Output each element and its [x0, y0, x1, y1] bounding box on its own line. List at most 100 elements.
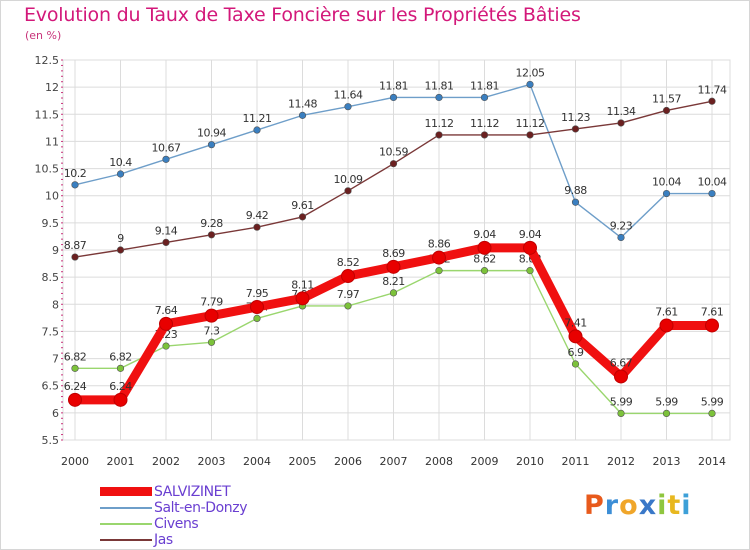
legend-swatch-civens — [100, 523, 152, 525]
data-point — [344, 103, 352, 111]
logo-letter: x — [638, 490, 658, 521]
data-label: 7.41 — [564, 316, 587, 329]
data-label: 7.95 — [246, 287, 269, 300]
data-point — [253, 126, 261, 134]
data-label: 11.74 — [698, 83, 727, 96]
y-tick-label: 5.5 — [42, 434, 60, 447]
data-label: 5.99 — [655, 395, 678, 408]
data-point — [568, 329, 583, 344]
data-point — [207, 141, 216, 149]
x-tick-label: 2013 — [653, 455, 681, 468]
data-label: 11.81 — [379, 79, 408, 92]
y-tick-label: 6.5 — [42, 380, 60, 393]
data-point — [705, 318, 719, 333]
logo-letter: t — [667, 490, 682, 521]
y-tick-label: 7.5 — [42, 325, 60, 338]
data-label: 11.48 — [288, 97, 317, 110]
legend-item-civens: Civens — [100, 516, 400, 532]
data-point — [662, 409, 671, 418]
y-tick-label: 7 — [52, 353, 59, 366]
data-label: 8.21 — [382, 275, 405, 288]
y-tick-label: 6 — [52, 407, 59, 420]
data-label: 10.09 — [334, 173, 363, 186]
data-point — [71, 364, 79, 372]
data-point — [571, 198, 580, 206]
legend-swatch-jas — [100, 539, 152, 541]
y-tick-label: 8.5 — [42, 271, 60, 284]
data-point — [480, 93, 489, 102]
legend-label-civens: Civens — [154, 516, 199, 532]
data-label: 8.52 — [337, 256, 360, 269]
y-tick-label: 11.5 — [35, 108, 60, 121]
data-point — [344, 302, 352, 310]
data-point — [250, 300, 264, 314]
data-point — [477, 240, 492, 255]
data-point — [662, 189, 671, 198]
data-label: 5.99 — [610, 395, 633, 408]
data-label: 7.61 — [655, 305, 678, 318]
data-point — [480, 131, 489, 139]
legend-item-jas: Jas — [100, 532, 400, 548]
legend-item-salt-en-donzy: Salt-en-Donzy — [100, 500, 400, 516]
data-label: 9.28 — [200, 217, 223, 230]
x-tick-label: 2004 — [243, 455, 271, 468]
proxiti-logo: Proxiti — [584, 490, 692, 521]
y-tick-label: 10.5 — [35, 163, 60, 176]
data-point — [71, 253, 79, 261]
y-tick-label: 9 — [52, 244, 59, 257]
logo-letter: P — [584, 490, 605, 521]
data-point — [526, 267, 534, 275]
data-label: 9.88 — [564, 184, 587, 197]
data-label: 10.67 — [152, 141, 181, 154]
data-label: 11.64 — [334, 89, 363, 102]
chart-legend: SALVIZINET Salt-en-Donzy Civens Jas — [100, 484, 400, 548]
data-point — [435, 267, 443, 275]
data-label: 9.04 — [519, 228, 542, 241]
data-label: 11.21 — [243, 112, 272, 125]
y-tick-label: 9.5 — [42, 217, 60, 230]
x-tick-label: 2011 — [562, 455, 590, 468]
data-point — [116, 364, 125, 372]
data-label: 6.24 — [109, 380, 132, 393]
data-point — [253, 223, 261, 231]
data-point — [344, 187, 352, 195]
data-label: 11.12 — [425, 117, 454, 130]
data-point — [480, 267, 489, 275]
y-tick-label: 10 — [45, 190, 59, 203]
data-label: 7.64 — [155, 304, 178, 317]
legend-swatch-salvizinet — [100, 487, 152, 496]
data-label: 11.81 — [470, 79, 499, 92]
data-label: 10.4 — [109, 156, 132, 169]
data-label: 8.62 — [473, 253, 496, 266]
legend-item-salvizinet: SALVIZINET — [100, 484, 400, 500]
data-point — [708, 97, 716, 105]
data-label: 9.23 — [610, 220, 633, 233]
logo-letter: r — [604, 490, 620, 521]
x-tick-label: 2006 — [334, 455, 362, 468]
data-label: 7.79 — [200, 296, 223, 309]
legend-label-salt-en-donzy: Salt-en-Donzy — [154, 500, 248, 516]
data-point — [526, 80, 534, 89]
data-label: 9.42 — [246, 209, 269, 222]
chart-unit-label: (en %) — [25, 29, 62, 42]
data-point — [571, 360, 580, 368]
x-tick-label: 2012 — [607, 455, 635, 468]
data-label: 6.82 — [109, 350, 132, 363]
data-point — [386, 259, 401, 274]
data-label: 8.86 — [428, 238, 451, 251]
data-point — [708, 409, 716, 418]
data-point — [116, 246, 125, 254]
data-point — [341, 269, 355, 284]
data-label: 7.3 — [204, 324, 220, 337]
x-tick-label: 2005 — [289, 455, 317, 468]
data-point — [207, 231, 216, 239]
data-point — [253, 314, 261, 323]
data-point — [207, 338, 216, 346]
data-label: 10.59 — [379, 146, 408, 159]
data-label: 11.34 — [607, 105, 636, 118]
data-label: 11.12 — [516, 117, 545, 130]
data-point — [204, 308, 219, 323]
x-tick-label: 2002 — [152, 455, 180, 468]
data-point — [298, 213, 307, 221]
data-point — [162, 342, 170, 350]
